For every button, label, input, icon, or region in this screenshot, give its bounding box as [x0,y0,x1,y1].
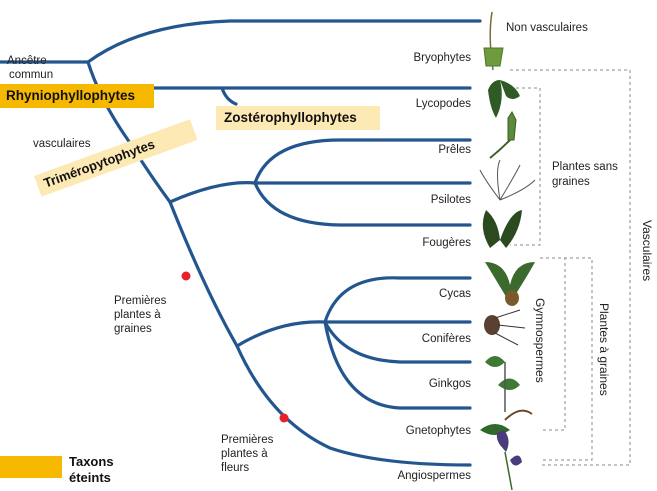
branch-seed-plants [168,200,239,348]
event-seeds-1: Premières [114,295,167,307]
taxon-ginkgos: Ginkgos [428,378,471,390]
legend-label-2: éteints [69,470,111,485]
taxon-cycas: Cycas [439,288,471,300]
horsetail-icon [489,111,517,159]
taxon-fougeres: Fougères [422,237,471,249]
iris-flower-icon [496,430,522,491]
branch-bryophytes [86,19,482,64]
moss-icon [483,11,504,71]
branch-fougeres [253,181,472,227]
event-seeds-3: graines [114,323,152,335]
event-flowers-2: plantes à [221,448,268,460]
branch-zostero [220,86,238,106]
legend-swatch [0,456,62,478]
taxon-preles: Prêles [438,144,471,156]
fern-icon [482,210,522,248]
lycopod-icon [488,80,520,118]
bracket-plantes-sans-graines [510,87,541,246]
legend-label-1: Taxons [69,454,114,469]
group-plantes-sans-graines-1: Plantes sans [552,161,618,173]
event-flowers-1: Premières [221,434,274,446]
bracket-plantes-a-graines [540,257,593,461]
flower-node-marker [279,413,289,423]
taxon-psilotes: Psilotes [430,194,471,206]
extinct-taxon-zosterophyllophytes: Zostérophyllophytes [216,106,380,130]
psilotum-icon [479,159,536,201]
bracket-vasculaires [510,69,631,466]
branch-ferns-group [168,181,257,204]
conifer-icon [484,309,526,346]
event-seeds-2: plantes à [114,309,161,321]
branch-gymno [235,320,327,348]
seed-node-marker [181,271,191,281]
branch-ginkgos [323,320,472,364]
branch-angiospermes [235,344,472,467]
cycad-icon [485,262,535,306]
taxon-lycopodes: Lycopodes [415,98,471,110]
group-plantes-sans-graines-2: graines [552,176,590,188]
group-gymnospermes: Gymnospermes [533,298,547,383]
ancestor-label-1: Ancêtre [7,55,47,67]
group-plantes-a-graines: Plantes à graines [597,303,611,396]
vasculaires-partial-label: vasculaires [33,138,91,150]
gnetophyte-icon [480,409,533,435]
branch-preles [253,138,472,185]
group-vasculaires: Vasculaires [640,220,654,282]
taxon-angiospermes: Angiospermes [397,470,471,482]
taxon-coniferes: Conifères [421,333,471,345]
ginkgo-icon [485,356,520,412]
taxon-bryophytes: Bryophytes [413,52,471,64]
ancestor-label-2: commun [9,69,54,81]
taxon-non-vasculaires: Non vasculaires [506,22,588,34]
taxon-gnetophytes: Gnetophytes [405,425,471,437]
branch-vascular-main [86,60,172,204]
branch-gnetophytes [323,320,472,410]
event-flowers-3: fleurs [221,462,250,474]
extinct-taxon-rhyniophyllophytes: Rhyniophyllophytes [0,84,154,108]
plant-illustrations [479,11,536,491]
branch-cycas [323,276,472,324]
